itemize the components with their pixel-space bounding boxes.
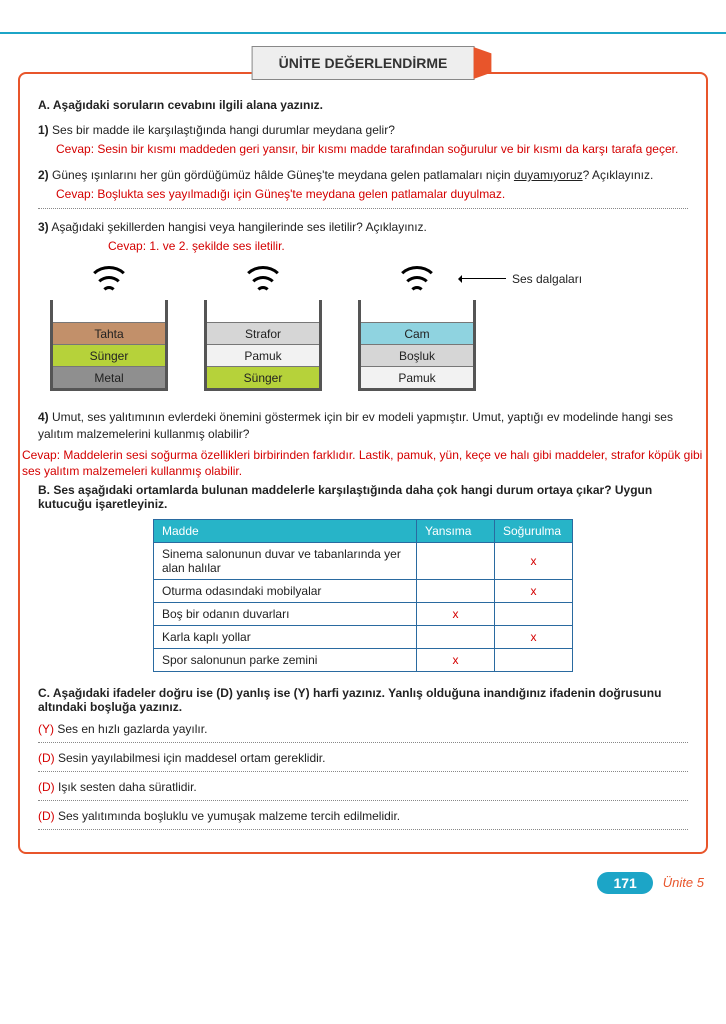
table-header: Madde bbox=[154, 519, 417, 542]
page-footer: 171 Ünite 5 bbox=[0, 872, 704, 894]
cell-absorption bbox=[495, 602, 573, 625]
tf-mark: (D) bbox=[38, 780, 58, 794]
q3-text: Aşağıdaki şekillerden hangisi veya hangi… bbox=[51, 220, 427, 234]
table-row: Spor salonunun parke zeminix bbox=[154, 648, 573, 671]
tf-text: Sesin yayılabilmesi için maddesel ortam … bbox=[58, 751, 325, 765]
unit-banner-label: ÜNİTE DEĞERLENDİRME bbox=[252, 46, 475, 80]
dotted-line bbox=[38, 742, 688, 743]
table-row: Boş bir odanın duvarlarıx bbox=[154, 602, 573, 625]
question-2: 2) Güneş ışınlarını her gün gördüğümüz h… bbox=[38, 167, 688, 209]
arrow-icon bbox=[460, 278, 506, 279]
diagram-column: StraforPamukSünger bbox=[204, 266, 322, 391]
section-b-title: B. Ses aşağıdaki ortamlarda bulunan madd… bbox=[38, 483, 688, 511]
unit-label: Ünite 5 bbox=[663, 875, 704, 890]
q2-text-a: Güneş ışınlarını her gün gördüğümüz hâld… bbox=[52, 168, 514, 182]
sound-wave-icon bbox=[393, 266, 441, 294]
question-3: 3) Aşağıdaki şekillerden hangisi veya ha… bbox=[38, 219, 688, 391]
layer bbox=[361, 300, 473, 322]
content-frame: ÜNİTE DEĞERLENDİRME A. Aşağıdaki sorular… bbox=[18, 72, 708, 854]
wave-label-text: Ses dalgaları bbox=[512, 272, 582, 286]
table-row: Oturma odasındaki mobilyalar x bbox=[154, 579, 573, 602]
table-header: Soğurulma bbox=[495, 519, 573, 542]
cell-material: Oturma odasındaki mobilyalar bbox=[154, 579, 417, 602]
layer: Sünger bbox=[53, 344, 165, 366]
cell-material: Karla kaplı yollar bbox=[154, 625, 417, 648]
cell-material: Spor salonunun parke zemini bbox=[154, 648, 417, 671]
q1-num: 1) bbox=[38, 123, 49, 137]
q3-answer: Cevap: 1. ve 2. şekilde ses iletilir. bbox=[108, 238, 688, 254]
cell-absorption: x bbox=[495, 579, 573, 602]
diagram-column: CamBoşlukPamuk bbox=[358, 266, 476, 391]
cell-reflection bbox=[417, 579, 495, 602]
cell-reflection: x bbox=[417, 648, 495, 671]
cell-reflection bbox=[417, 625, 495, 648]
layer: Cam bbox=[361, 322, 473, 344]
layer: Strafor bbox=[207, 322, 319, 344]
dotted-line bbox=[38, 800, 688, 801]
material-stack: TahtaSüngerMetal bbox=[50, 300, 168, 391]
table-row: Sinema salonunun duvar ve tabanlarında y… bbox=[154, 542, 573, 579]
cell-absorption bbox=[495, 648, 573, 671]
cell-material: Sinema salonunun duvar ve tabanlarında y… bbox=[154, 542, 417, 579]
q3-num: 3) bbox=[38, 220, 49, 234]
unit-banner: ÜNİTE DEĞERLENDİRME bbox=[252, 46, 475, 80]
cell-reflection bbox=[417, 542, 495, 579]
top-rule bbox=[0, 32, 726, 34]
wave-label: Ses dalgaları bbox=[460, 272, 582, 286]
dotted-line bbox=[38, 208, 688, 209]
question-1: 1) Ses bir madde ile karşılaştığında han… bbox=[38, 122, 688, 157]
q4-num: 4) bbox=[38, 410, 49, 424]
header-bar: SES VE ÖZELLİKLERİ bbox=[0, 0, 726, 20]
table-header: Yansıma bbox=[417, 519, 495, 542]
layer: Pamuk bbox=[207, 344, 319, 366]
material-stack: StraforPamukSünger bbox=[204, 300, 322, 391]
q1-answer: Cevap: Sesin bir kısmı maddeden geri yan… bbox=[56, 141, 688, 157]
q2-num: 2) bbox=[38, 168, 49, 182]
layer: Boşluk bbox=[361, 344, 473, 366]
cell-material: Boş bir odanın duvarları bbox=[154, 602, 417, 625]
layer bbox=[53, 300, 165, 322]
tf-item: (D) Işık sesten daha süratlidir. bbox=[38, 780, 688, 794]
layer: Sünger bbox=[207, 366, 319, 388]
q2-answer: Cevap: Boşlukta ses yayılmadığı için Gün… bbox=[56, 186, 688, 202]
layer: Tahta bbox=[53, 322, 165, 344]
tf-mark: (D) bbox=[38, 809, 58, 823]
cell-absorption: x bbox=[495, 625, 573, 648]
true-false-list: (Y) Ses en hızlı gazlarda yayılır. (D) Se… bbox=[38, 722, 688, 830]
q2-text-b: ? Açıklayınız. bbox=[583, 168, 654, 182]
layer: Metal bbox=[53, 366, 165, 388]
page-number: 171 bbox=[597, 872, 652, 894]
table-row: Karla kaplı yollar x bbox=[154, 625, 573, 648]
tf-text: Ses yalıtımında boşluklu ve yumuşak malz… bbox=[58, 809, 400, 823]
sound-wave-icon bbox=[85, 266, 133, 294]
cell-absorption: x bbox=[495, 542, 573, 579]
tf-text: Ses en hızlı gazlarda yayılır. bbox=[57, 722, 207, 736]
material-stack: CamBoşlukPamuk bbox=[358, 300, 476, 391]
q4-answer: Cevap: Maddelerin sesi soğurma özellikle… bbox=[22, 447, 704, 479]
diagram-column: TahtaSüngerMetal bbox=[50, 266, 168, 391]
tf-mark: (Y) bbox=[38, 722, 57, 736]
section-a-title: A. Aşağıdaki soruların cevabını ilgili a… bbox=[38, 98, 688, 112]
layer bbox=[207, 300, 319, 322]
page: SES VE ÖZELLİKLERİ ÜNİTE DEĞERLENDİRME A… bbox=[0, 0, 726, 914]
tf-mark: (D) bbox=[38, 751, 58, 765]
dotted-line bbox=[38, 829, 688, 830]
question-4: 4) Umut, ses yalıtımının evlerdeki önemi… bbox=[38, 409, 688, 443]
tf-text: Işık sesten daha süratlidir. bbox=[58, 780, 197, 794]
dotted-line bbox=[38, 771, 688, 772]
q4-text: Umut, ses yalıtımının evlerdeki önemini … bbox=[38, 410, 673, 441]
cell-reflection: x bbox=[417, 602, 495, 625]
q2-under: duyamıyoruz bbox=[514, 168, 583, 182]
tf-item: (D) Sesin yayılabilmesi için maddesel or… bbox=[38, 751, 688, 765]
sound-wave-icon bbox=[239, 266, 287, 294]
section-c-title: C. Aşağıdaki ifadeler doğru ise (D) yanl… bbox=[38, 686, 688, 714]
material-table: MaddeYansımaSoğurulma Sinema salonunun du… bbox=[153, 519, 573, 672]
tf-item: (Y) Ses en hızlı gazlarda yayılır. bbox=[38, 722, 688, 736]
tf-item: (D) Ses yalıtımında boşluklu ve yumuşak … bbox=[38, 809, 688, 823]
q1-text: Ses bir madde ile karşılaştığında hangi … bbox=[52, 123, 395, 137]
layer: Pamuk bbox=[361, 366, 473, 388]
sound-diagram: Ses dalgaları TahtaSüngerMetalStraforPam… bbox=[50, 266, 688, 391]
